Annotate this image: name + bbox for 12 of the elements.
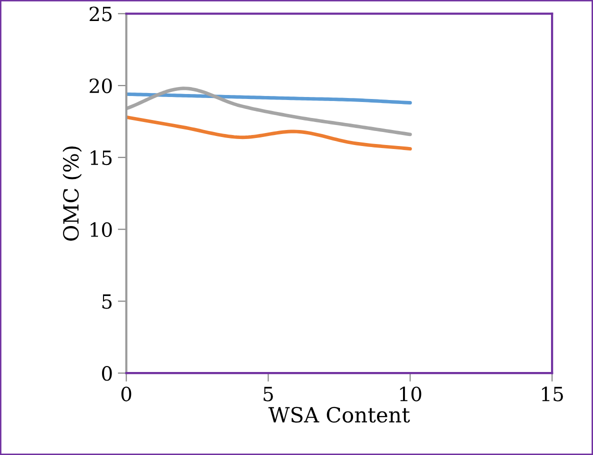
y-tick-label: 15 bbox=[90, 150, 112, 166]
y-tick-label: 20 bbox=[90, 78, 112, 94]
x-tick-label: 5 bbox=[264, 386, 273, 402]
y-tick-label: 0 bbox=[102, 366, 112, 381]
x-axis-title: WSA Content bbox=[268, 406, 410, 423]
y-tick-label: 10 bbox=[90, 222, 112, 237]
x-tick-label: 0 bbox=[121, 386, 132, 402]
y-tick-label: 25 bbox=[90, 6, 112, 22]
y-axis-title: OMC (%) bbox=[62, 146, 82, 241]
y-tick-label: 5 bbox=[102, 294, 112, 309]
x-tick-label: 15 bbox=[542, 386, 563, 402]
x-tick-label: 10 bbox=[400, 386, 422, 402]
